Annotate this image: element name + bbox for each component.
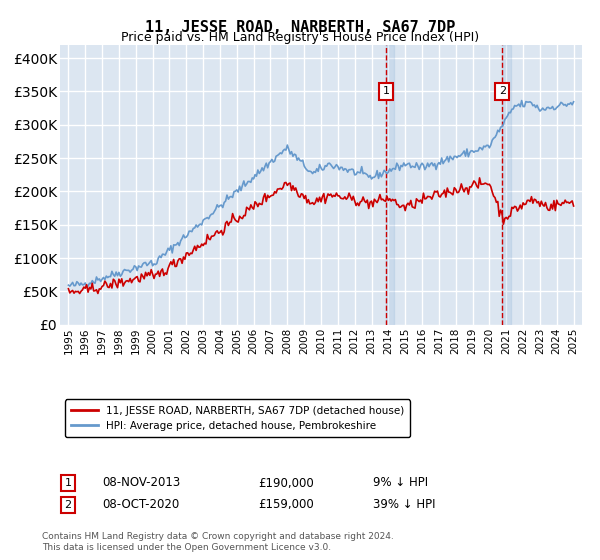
Text: 2: 2: [64, 500, 71, 510]
Text: 08-OCT-2020: 08-OCT-2020: [102, 498, 179, 511]
Text: 11, JESSE ROAD, NARBERTH, SA67 7DP: 11, JESSE ROAD, NARBERTH, SA67 7DP: [145, 20, 455, 35]
Legend: 11, JESSE ROAD, NARBERTH, SA67 7DP (detached house), HPI: Average price, detache: 11, JESSE ROAD, NARBERTH, SA67 7DP (deta…: [65, 399, 410, 437]
Text: £190,000: £190,000: [259, 477, 314, 489]
Bar: [386, 45, 394, 325]
Text: 9% ↓ HPI: 9% ↓ HPI: [373, 477, 428, 489]
Text: Price paid vs. HM Land Registry's House Price Index (HPI): Price paid vs. HM Land Registry's House …: [121, 31, 479, 44]
Text: 1: 1: [64, 478, 71, 488]
Text: 1: 1: [382, 86, 389, 96]
Bar: [502, 45, 511, 325]
Text: Contains HM Land Registry data © Crown copyright and database right 2024.
This d: Contains HM Land Registry data © Crown c…: [42, 532, 394, 552]
Text: £159,000: £159,000: [259, 498, 314, 511]
Text: 08-NOV-2013: 08-NOV-2013: [102, 477, 180, 489]
Text: 39% ↓ HPI: 39% ↓ HPI: [373, 498, 436, 511]
Text: 2: 2: [499, 86, 506, 96]
